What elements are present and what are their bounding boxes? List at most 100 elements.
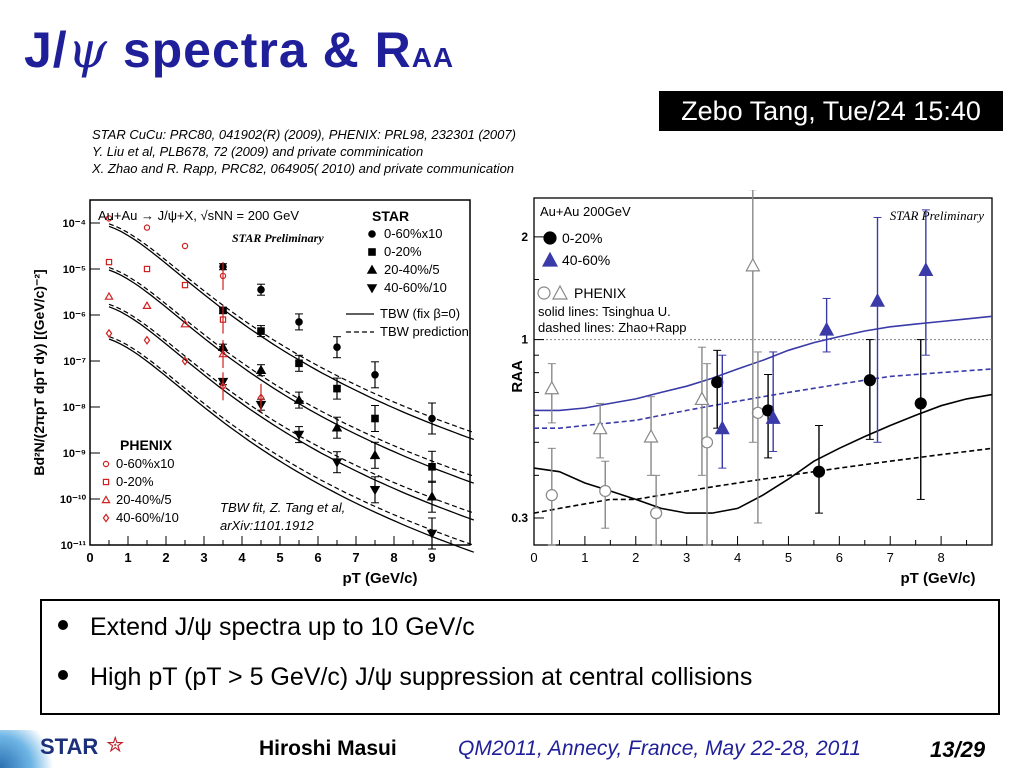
x-tick-label: 0: [530, 550, 537, 565]
phenix-point: [218, 349, 228, 358]
phenix-point: [105, 258, 113, 266]
star-point-40-60: [819, 321, 835, 336]
star-point: [331, 422, 343, 432]
legend-phenix-marker: [101, 495, 111, 504]
tsinghua-curve-40-60: [534, 315, 993, 412]
legend-star-marker: [366, 284, 378, 294]
phenix-point-40-60: [745, 257, 761, 272]
x-tick-label: 3: [683, 550, 690, 565]
phenix-point: [219, 316, 227, 323]
y-axis-label: Bd²N/(2πpT dpT dy) [(GeV/c)⁻²]: [31, 269, 47, 475]
phenix-point-0-20: [599, 484, 612, 498]
star-point-0-20: [863, 374, 876, 387]
reference-line: STAR CuCu: PRC80, 041902(R) (2009), PHEN…: [92, 127, 516, 142]
slide-title: J/ψ spectra & RAA: [24, 21, 455, 79]
star-point: [293, 394, 305, 404]
bullet-box: Extend J/ψ spectra up to 10 GeV/c High p…: [40, 599, 1000, 715]
x-tick-label: 6: [836, 550, 843, 565]
annotation-line: TBW fit, Z. Tang et al,: [220, 500, 345, 515]
legend-star-marker: [368, 248, 376, 256]
x-tick-label: 3: [200, 550, 207, 565]
legend-phenix-label: 0-20%: [116, 474, 154, 489]
legend-label-phenix: PHENIX: [574, 285, 627, 301]
plot-frame: [533, 197, 993, 546]
x-tick-label: 2: [632, 550, 639, 565]
y-axis-label: RAA: [509, 360, 526, 393]
page-number: 13/29: [930, 737, 986, 762]
phenix-point: [219, 381, 227, 391]
star-point: [428, 414, 436, 423]
phenix-point-40-60: [544, 380, 560, 395]
legend-line-label: TBW prediction: [380, 324, 469, 339]
star-point: [426, 491, 438, 501]
phenix-point: [181, 356, 189, 366]
y-tick-label: 10⁻⁹: [63, 448, 86, 460]
legend-star-label: 20-40%/5: [384, 262, 440, 277]
y-tick-label: 10⁻⁵: [63, 264, 86, 276]
phenix-point: [181, 242, 189, 250]
star-point-40-60: [918, 262, 934, 277]
x-tick-label: 8: [390, 550, 397, 565]
phenix-point-40-60: [592, 420, 608, 435]
presenter-name: Hiroshi Masui: [259, 737, 397, 760]
phenix-point: [181, 281, 189, 289]
y-tick-label: 10⁻⁶: [63, 310, 86, 322]
note-line: solid lines: Tsinghua U.: [538, 304, 671, 319]
star-point: [295, 318, 303, 326]
reference-line: Y. Liu et al, PLB678, 72 (2009) and priv…: [92, 144, 424, 159]
preliminary-label: STAR Preliminary: [232, 231, 324, 245]
x-tick-label: 4: [238, 550, 246, 565]
phenix-point-0-20: [650, 507, 663, 520]
legend-phenix-label: 20-40%/5: [116, 492, 172, 507]
legend-phenix-label: 0-60%x10: [116, 456, 175, 471]
star-point: [369, 449, 381, 460]
star-point-0-20: [812, 465, 826, 478]
y-tick-label: 10⁻⁴: [63, 218, 86, 230]
legend-star-label: 0-20%: [384, 244, 422, 259]
legend-phenix-marker: [102, 460, 110, 468]
x-axis-label: pT (GeV/c): [342, 570, 417, 587]
star-legend-title: STAR: [372, 208, 409, 224]
phenix-point: [143, 224, 151, 231]
x-tick-label: 1: [581, 550, 588, 565]
legend-phenix-marker: [102, 478, 110, 486]
legend-marker-40-60: [541, 251, 559, 267]
plot-frame: [89, 199, 471, 546]
star-point: [257, 327, 265, 335]
tbw-prediction-curve: [108, 303, 474, 514]
star-point: [331, 458, 343, 468]
chart-header: Au+Au 200GeV: [540, 204, 631, 219]
y-tick-label: 1: [521, 333, 528, 347]
phenix-point: [105, 328, 113, 339]
tbw-fit-curve: [108, 306, 475, 521]
x-axis-label: pT (GeV/c): [900, 570, 975, 587]
phenix-point: [219, 272, 227, 280]
star-point: [255, 364, 267, 374]
logo-text: STAR: [40, 734, 99, 759]
phenix-point-0-20: [700, 436, 714, 449]
star-point: [333, 343, 341, 352]
bullet-dot: [58, 620, 68, 631]
star-point: [371, 414, 379, 423]
phenix-point-0-20: [751, 406, 765, 419]
phenix-point-40-60: [643, 428, 659, 443]
phenix-legend-title: PHENIX: [120, 437, 173, 453]
legend-star-label: 0-60%x10: [384, 226, 443, 241]
phenix-point: [104, 291, 114, 300]
bullet-dot: [58, 670, 68, 681]
speaker-label: Zebo Tang, Tue/24 15:40: [659, 91, 1003, 131]
x-tick-label: 0: [86, 550, 93, 565]
x-tick-label: 5: [276, 550, 283, 565]
x-tick-label: 6: [314, 550, 321, 565]
legend-star-label: 40-60%/10: [384, 280, 447, 295]
x-tick-label: 7: [352, 550, 359, 565]
y-tick-label: 10⁻¹⁰: [60, 494, 87, 506]
star-point: [371, 371, 379, 379]
y-tick-label: 0.3: [511, 511, 528, 525]
chart-header: Au+Au → J/ψ+X, √sNN = 200 GeV: [98, 208, 299, 223]
legend-star-marker: [368, 230, 376, 238]
star-point: [293, 430, 305, 441]
y-tick-label: 10⁻⁷: [63, 356, 86, 368]
annotation-line: arXiv:1101.1912: [220, 518, 314, 533]
star-point: [257, 285, 265, 294]
